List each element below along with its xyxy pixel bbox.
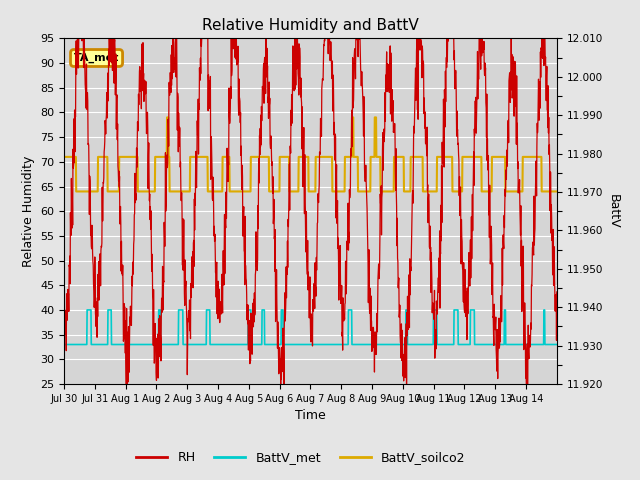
X-axis label: Time: Time <box>295 409 326 422</box>
Legend: RH, BattV_met, BattV_soilco2: RH, BattV_met, BattV_soilco2 <box>131 446 470 469</box>
Y-axis label: Relative Humidity: Relative Humidity <box>22 156 35 267</box>
Title: Relative Humidity and BattV: Relative Humidity and BattV <box>202 18 419 33</box>
Y-axis label: BattV: BattV <box>607 194 620 228</box>
Text: TA_met: TA_met <box>74 53 119 63</box>
